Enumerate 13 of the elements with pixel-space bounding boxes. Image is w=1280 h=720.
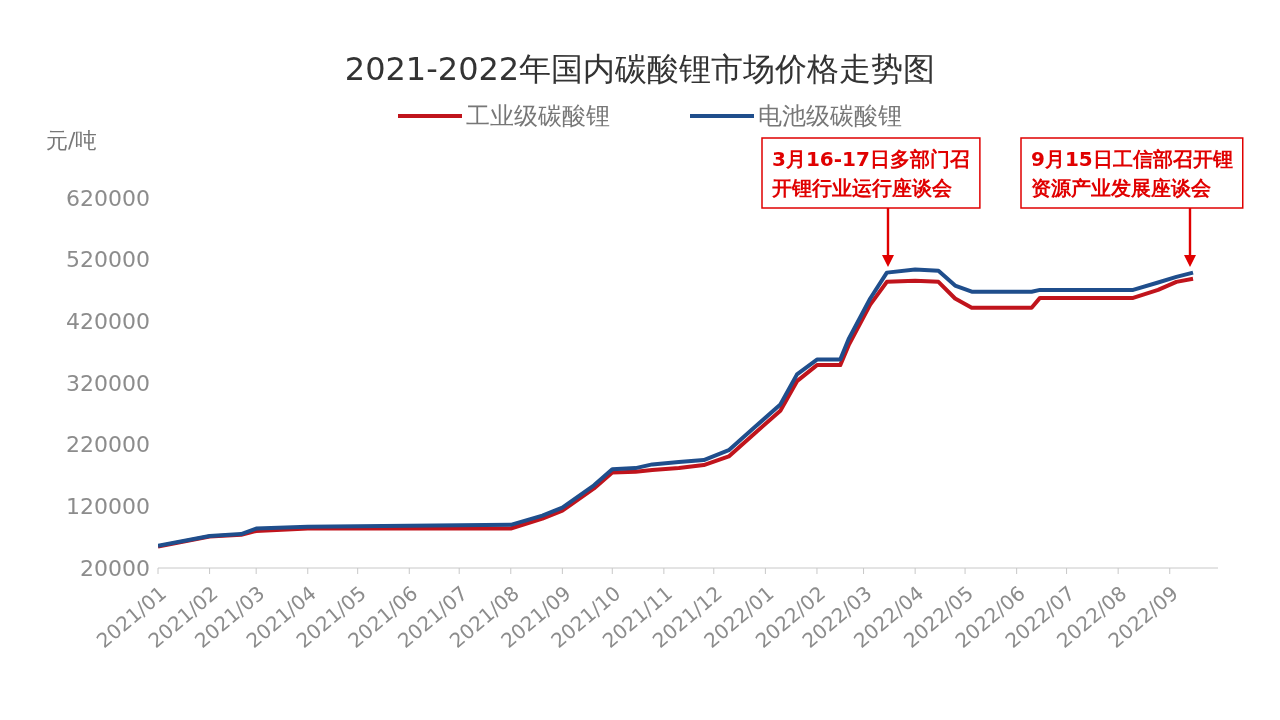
annotation: 9月15日工信部召开锂资源产业发展座谈会 [1031,147,1233,200]
y-tick-label: 520000 [66,247,150,273]
y-tick-label: 320000 [66,370,150,396]
y-tick-label: 620000 [66,185,150,211]
annotation: 3月16-17日多部门召开锂行业运行座谈会 [771,147,970,200]
y-tick-label: 420000 [66,309,150,335]
legend-label: 工业级碳酸锂 [466,101,610,132]
chart-title: 2021-2022年国内碳酸锂市场价格走势图 [343,49,937,90]
y-tick-label: 20000 [80,555,150,581]
y-axis-title: 元/吨 [46,127,98,155]
legend-label: 电池级碳酸锂 [758,101,902,132]
y-tick-label: 220000 [66,432,150,458]
y-tick-label: 120000 [66,494,150,520]
